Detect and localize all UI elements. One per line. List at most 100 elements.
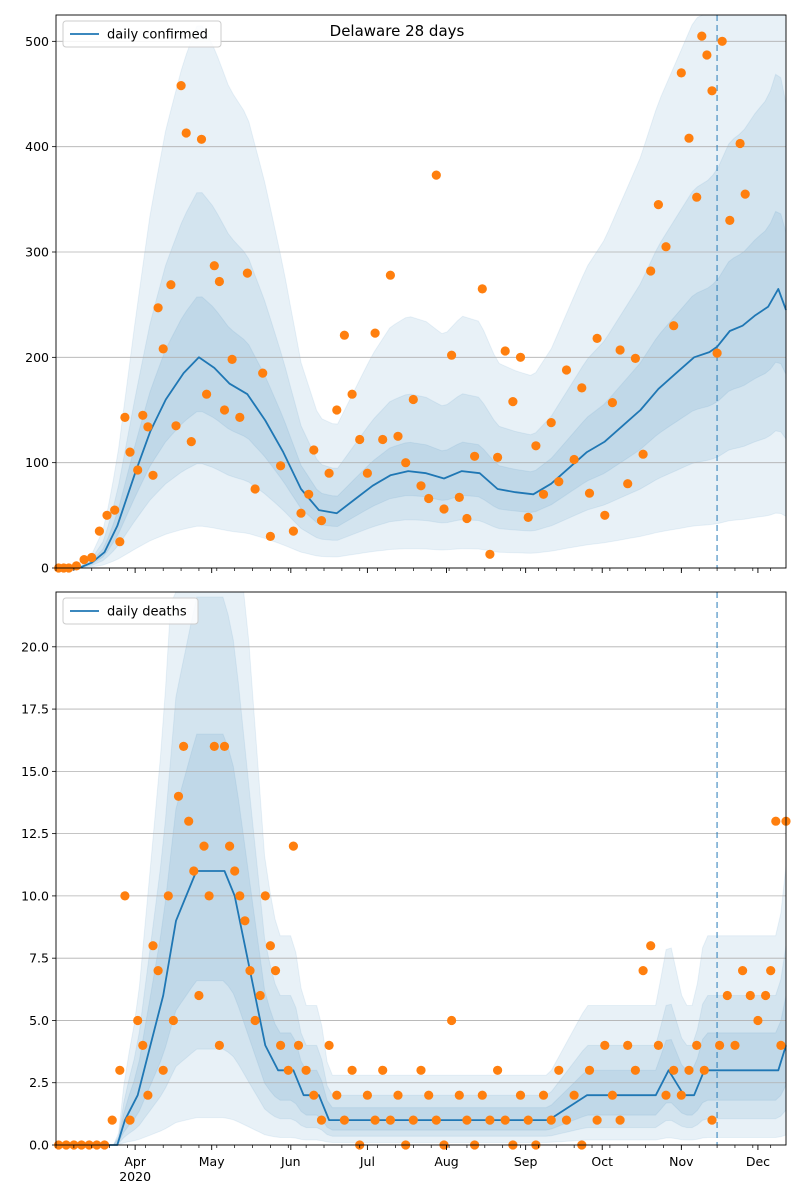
observation-point bbox=[362, 1090, 372, 1100]
observation-point bbox=[761, 990, 771, 1001]
observation-point bbox=[250, 484, 260, 494]
observation-point bbox=[546, 418, 556, 428]
deaths-bands bbox=[56, 591, 787, 1146]
observation-point bbox=[102, 510, 112, 520]
observation-point bbox=[276, 1040, 286, 1050]
observation-point bbox=[283, 1065, 293, 1075]
observation-point bbox=[730, 1040, 740, 1050]
observation-point bbox=[362, 468, 372, 478]
observation-point bbox=[493, 1065, 503, 1075]
x-tick-label: Jun bbox=[280, 1154, 301, 1169]
y-tick-label: 12.5 bbox=[21, 826, 49, 841]
legend-label: daily deaths bbox=[107, 605, 187, 620]
observation-point bbox=[186, 437, 196, 447]
observation-point bbox=[676, 1090, 686, 1100]
observation-point bbox=[508, 397, 518, 407]
observation-point bbox=[293, 1040, 304, 1050]
confirmed-mean-line bbox=[56, 288, 787, 569]
observation-point bbox=[684, 1065, 694, 1075]
observation-point bbox=[692, 192, 702, 202]
observation-point bbox=[153, 303, 163, 313]
observation-point bbox=[120, 412, 130, 422]
observation-point bbox=[669, 321, 679, 331]
observation-point bbox=[385, 270, 395, 280]
x-tick-label: May bbox=[199, 1154, 225, 1169]
observation-point bbox=[79, 555, 89, 565]
observation-point bbox=[707, 1115, 717, 1125]
observation-point bbox=[447, 350, 457, 360]
observation-point bbox=[324, 1040, 334, 1050]
observation-point bbox=[684, 133, 694, 143]
x-tick-label: Jul bbox=[359, 1154, 375, 1169]
x-tick-label: Oct bbox=[591, 1154, 613, 1169]
observation-point bbox=[431, 1115, 441, 1125]
observation-point bbox=[184, 816, 194, 826]
x-tick-label: Apr bbox=[124, 1154, 146, 1169]
observation-point bbox=[158, 344, 168, 354]
observation-point bbox=[712, 348, 722, 358]
observation-point bbox=[176, 81, 186, 91]
observation-point bbox=[707, 86, 717, 96]
observation-point bbox=[715, 1040, 725, 1050]
observation-point bbox=[454, 1090, 464, 1100]
observation-point bbox=[766, 966, 776, 976]
deaths-y-ticks: 0.0 2.5 5.0 7.5 10.0 12.5 15.0 17.5 20.0 bbox=[21, 639, 56, 1153]
observation-point bbox=[408, 1115, 418, 1125]
observation-point bbox=[538, 1090, 549, 1100]
y-tick-label: 200 bbox=[25, 350, 49, 365]
observation-point bbox=[227, 354, 237, 364]
observation-point bbox=[125, 1115, 135, 1125]
legend-label: daily confirmed bbox=[107, 28, 208, 43]
observation-point bbox=[347, 389, 357, 399]
observation-point bbox=[554, 477, 564, 487]
observation-point bbox=[378, 1065, 388, 1075]
observation-point bbox=[424, 493, 434, 504]
observation-point bbox=[225, 841, 235, 851]
observation-point bbox=[214, 276, 224, 287]
observation-point bbox=[600, 510, 610, 520]
observation-point bbox=[166, 280, 176, 290]
observation-point bbox=[115, 537, 125, 547]
observation-point bbox=[630, 1065, 641, 1075]
observation-point bbox=[71, 561, 81, 571]
observation-point bbox=[740, 189, 750, 199]
observation-point bbox=[454, 492, 464, 502]
observation-point bbox=[265, 941, 275, 951]
observation-point bbox=[554, 1065, 564, 1075]
observation-point bbox=[133, 465, 143, 475]
observation-point bbox=[431, 170, 441, 180]
observation-point bbox=[110, 505, 120, 515]
observation-point bbox=[661, 1090, 671, 1100]
observation-point bbox=[447, 1015, 457, 1026]
observation-point bbox=[370, 328, 380, 338]
observation-point bbox=[577, 383, 587, 393]
observation-point bbox=[607, 1090, 618, 1100]
confirmed-panel: 0 100 200 300 400 500 Delaware 28 days daily … bbox=[25, 14, 787, 576]
observation-point bbox=[776, 1040, 786, 1050]
confirmed-legend: daily confirmed bbox=[62, 20, 222, 48]
observation-point bbox=[725, 215, 735, 225]
observation-point bbox=[133, 1015, 143, 1026]
observation-point bbox=[153, 966, 163, 976]
observation-point bbox=[745, 990, 755, 1001]
observation-point bbox=[500, 346, 510, 356]
y-tick-label: 17.5 bbox=[21, 702, 49, 717]
observation-point bbox=[500, 1115, 510, 1125]
observation-point bbox=[173, 791, 184, 801]
observation-point bbox=[219, 405, 230, 415]
observation-point bbox=[661, 242, 671, 252]
observation-point bbox=[584, 488, 595, 498]
observation-point bbox=[214, 1040, 224, 1050]
confirmed-axes-frame bbox=[55, 14, 787, 569]
observation-point bbox=[168, 1015, 178, 1026]
observation-point bbox=[561, 365, 572, 375]
observation-point bbox=[531, 441, 541, 451]
observation-point bbox=[125, 447, 135, 457]
observation-point bbox=[638, 966, 648, 976]
observation-point bbox=[646, 941, 656, 951]
y-tick-label: 20.0 bbox=[21, 639, 49, 654]
observation-point bbox=[485, 1115, 495, 1125]
observation-point bbox=[378, 434, 388, 445]
observation-point bbox=[179, 741, 189, 752]
observation-point bbox=[692, 1040, 702, 1050]
